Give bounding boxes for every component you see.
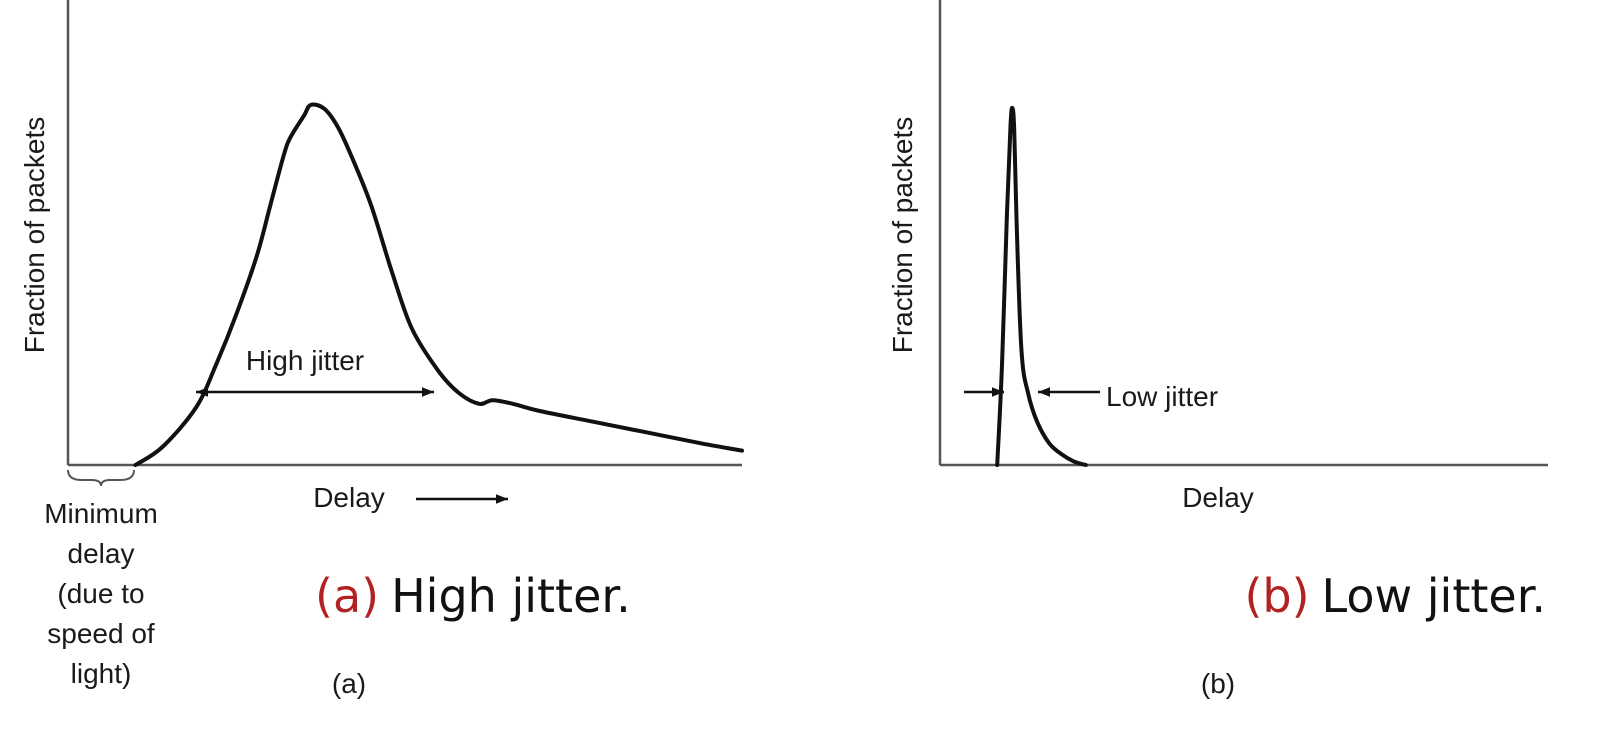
min-delay-line-2: delay	[68, 538, 135, 569]
panel-a-caption: (a) High jitter.	[315, 569, 631, 623]
panel-b-jitter-label: Low jitter	[1106, 381, 1218, 412]
min-delay-line-1: Minimum	[44, 498, 158, 529]
panel-a-x-label: Delay	[313, 482, 385, 513]
panel-b-delay-curve	[995, 105, 1088, 467]
panel-b-caption: (b) Low jitter.	[1244, 569, 1546, 623]
panel-a: High jitter Fraction of packets Delay Mi…	[19, 0, 744, 699]
panel-a-y-label: Fraction of packets	[19, 117, 50, 354]
panel-b-label: (b)	[1201, 668, 1235, 699]
min-delay-line-3: (due to	[57, 578, 144, 609]
panel-a-jitter-label: High jitter	[246, 345, 364, 376]
panel-a-caption-text: High jitter.	[391, 569, 631, 623]
panel-b-y-label: Fraction of packets	[887, 117, 918, 354]
panel-a-min-delay-brace	[67, 469, 135, 487]
panel-b-caption-letter: (b)	[1244, 569, 1309, 623]
panel-a-delay-curve	[133, 102, 744, 467]
panel-a-label: (a)	[332, 668, 366, 699]
min-delay-line-4: speed of	[47, 618, 155, 649]
panel-b-x-label: Delay	[1182, 482, 1254, 513]
min-delay-line-5: light)	[71, 658, 132, 689]
panel-a-caption-letter: (a)	[315, 569, 379, 623]
panel-b-caption-text: Low jitter.	[1322, 569, 1546, 623]
panel-b: Low jitter Fraction of packets Delay (b)…	[887, 0, 1548, 699]
